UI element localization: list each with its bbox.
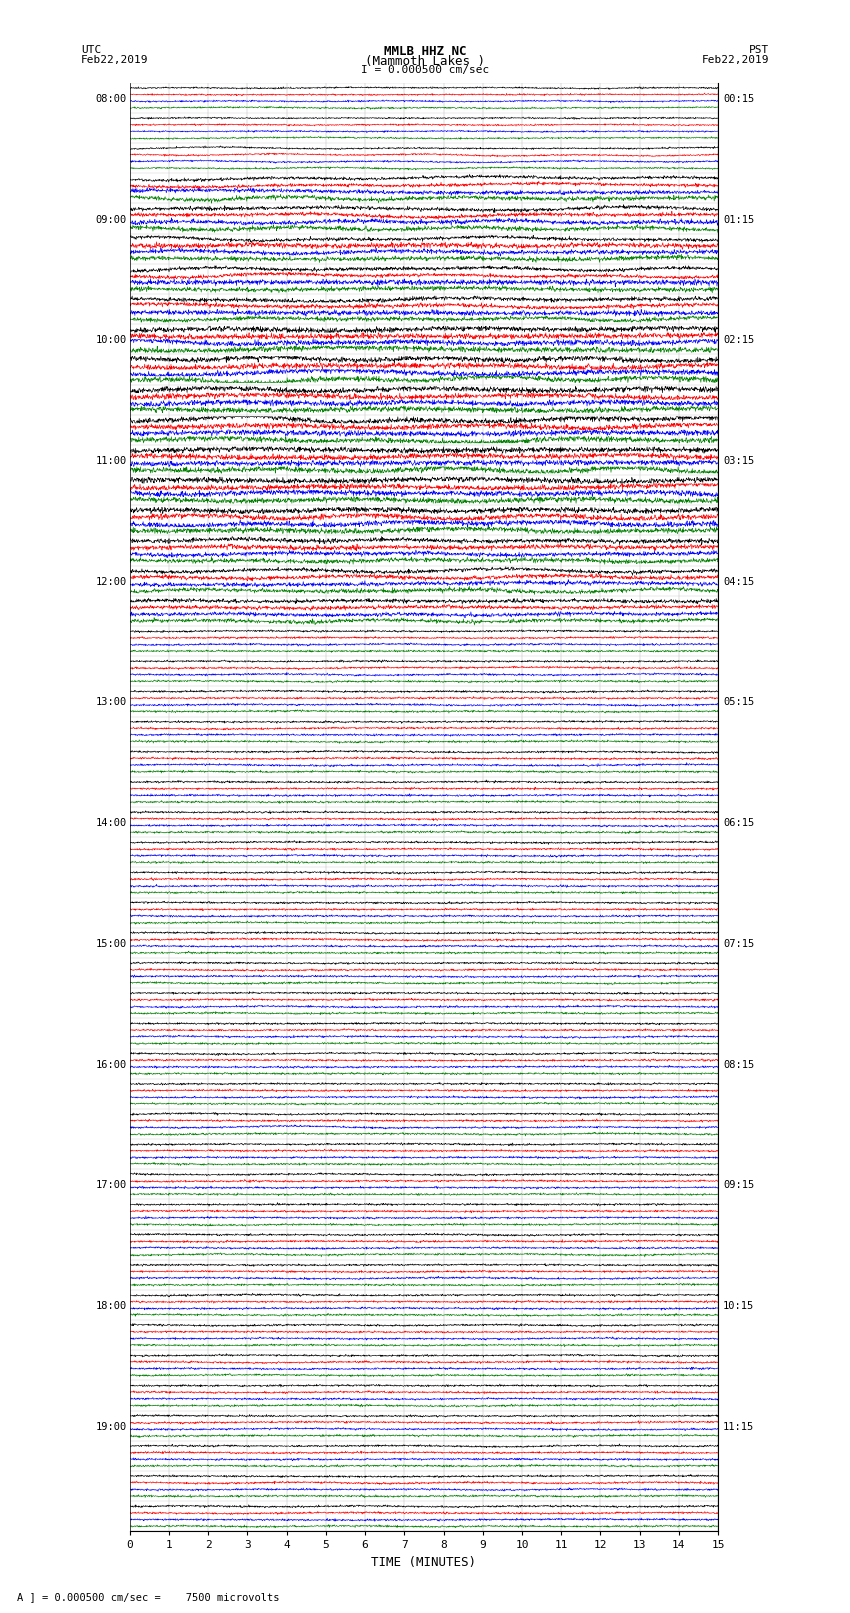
Text: I = 0.000500 cm/sec: I = 0.000500 cm/sec bbox=[361, 65, 489, 74]
Text: (Mammoth Lakes ): (Mammoth Lakes ) bbox=[365, 55, 485, 68]
X-axis label: TIME (MINUTES): TIME (MINUTES) bbox=[371, 1557, 477, 1569]
Text: Feb22,2019: Feb22,2019 bbox=[81, 55, 148, 65]
Text: MMLB HHZ NC: MMLB HHZ NC bbox=[383, 45, 467, 58]
Text: PST: PST bbox=[749, 45, 769, 55]
Text: UTC: UTC bbox=[81, 45, 101, 55]
Text: A ] = 0.000500 cm/sec =    7500 microvolts: A ] = 0.000500 cm/sec = 7500 microvolts bbox=[17, 1592, 280, 1602]
Text: Feb22,2019: Feb22,2019 bbox=[702, 55, 769, 65]
